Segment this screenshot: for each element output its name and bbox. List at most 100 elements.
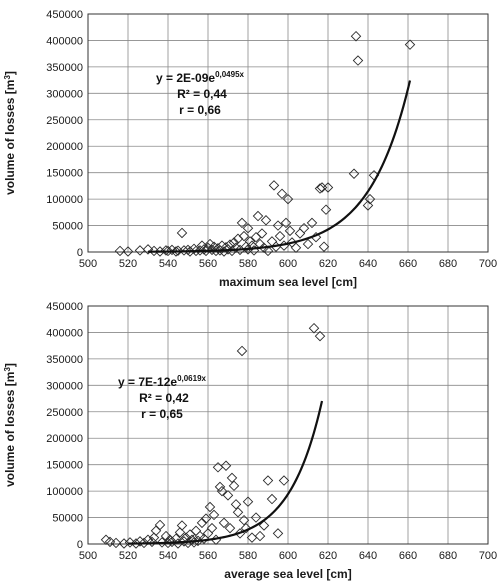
data-point	[244, 236, 256, 247]
data-point	[220, 460, 232, 471]
y-tick-label: 450000	[46, 9, 83, 21]
data-point	[238, 514, 250, 526]
data-point	[260, 215, 272, 226]
data-point	[114, 245, 126, 257]
x-tick-label: 580	[239, 258, 257, 270]
data-point	[280, 217, 292, 229]
data-point	[178, 245, 190, 256]
data-point	[254, 530, 266, 542]
data-point	[314, 183, 326, 194]
x-tick-label: 560	[199, 258, 217, 270]
data-point	[306, 217, 318, 229]
data-point	[274, 230, 286, 242]
data-point	[266, 236, 278, 247]
data-point	[240, 522, 252, 534]
data-point	[278, 475, 290, 486]
y-tick-label: 250000	[46, 115, 83, 127]
data-point	[318, 241, 330, 252]
y-tick-label: 350000	[46, 62, 83, 74]
data-point	[236, 345, 248, 357]
data-point	[204, 501, 216, 513]
y-tick-label: 200000	[46, 141, 83, 153]
trend-equation: y = 2E-09e0,0495x	[156, 70, 245, 85]
y-tick-label: 350000	[46, 354, 83, 366]
y-tick-label: 100000	[46, 486, 83, 498]
y-axis-title: volume of losses [m3]	[3, 71, 17, 195]
data-point	[190, 525, 202, 537]
correlation-label: r = 0,65	[141, 407, 183, 421]
y-tick-label: 400000	[46, 327, 83, 339]
data-point	[242, 222, 254, 234]
data-point	[130, 538, 142, 549]
x-axis-title: maximum sea level [cm]	[219, 275, 357, 289]
data-point	[238, 230, 250, 242]
chart-maximum-sea-level: 500 520 540 560 580 600 620 640 660 680 700 0 50000 1…	[3, 9, 497, 289]
data-point	[230, 499, 242, 510]
data-point	[162, 245, 174, 257]
x-tick-label: 660	[399, 550, 417, 562]
data-point	[228, 480, 240, 492]
data-point	[212, 462, 224, 473]
x-tick-label: 540	[159, 258, 177, 270]
x-tick-label: 580	[239, 550, 257, 562]
data-point	[404, 39, 416, 50]
data-point	[284, 225, 296, 237]
x-tick-label: 560	[199, 550, 217, 562]
data-point	[122, 246, 134, 257]
data-point	[262, 245, 274, 257]
data-point	[166, 536, 178, 548]
data-point	[350, 30, 362, 42]
data-point	[348, 168, 360, 179]
data-point	[176, 227, 188, 239]
x-tick-label: 600	[279, 258, 297, 270]
y-tick-label: 250000	[46, 407, 83, 419]
data-point	[176, 520, 188, 531]
data-point	[224, 522, 236, 534]
data-point	[162, 537, 174, 549]
y-tick-label: 0	[77, 539, 83, 551]
data-point	[206, 522, 218, 534]
trend-equation: y = 7E-12e0,0619x	[118, 374, 207, 389]
x-tick-label: 600	[279, 550, 297, 562]
data-point	[236, 217, 248, 229]
x-tick-label: 620	[319, 258, 337, 270]
data-point	[110, 537, 122, 549]
x-tick-label: 680	[439, 550, 457, 562]
x-tick-label: 700	[479, 258, 497, 270]
data-point	[256, 228, 268, 239]
plot-frame	[87, 305, 489, 545]
data-point	[298, 222, 310, 234]
data-point	[226, 472, 238, 484]
data-point	[364, 193, 376, 205]
y-tick-label: 150000	[46, 168, 83, 180]
data-point	[160, 245, 172, 256]
y-tick-label: 400000	[46, 35, 83, 47]
y-tick-label: 50000	[52, 221, 83, 233]
y-axis-title: volume of losses [m3]	[3, 363, 17, 487]
data-point	[170, 246, 182, 257]
x-tick-label: 500	[79, 258, 97, 270]
data-point	[232, 507, 244, 518]
x-tick-label: 700	[479, 550, 497, 562]
data-point	[322, 182, 334, 193]
y-tick-label: 0	[77, 247, 83, 259]
data-point	[200, 245, 212, 257]
data-point	[242, 496, 254, 507]
y-tick-label: 100000	[46, 194, 83, 206]
x-tick-label: 640	[359, 550, 377, 562]
data-point	[252, 210, 264, 222]
data-point	[134, 245, 146, 256]
data-point	[362, 200, 374, 211]
data-point	[200, 513, 212, 524]
trendline	[127, 400, 324, 545]
data-point	[184, 246, 196, 257]
data-point	[290, 242, 302, 254]
data-point	[272, 220, 284, 231]
data-point	[268, 180, 280, 191]
data-point	[294, 228, 306, 239]
y-tick-label: 300000	[46, 380, 83, 392]
data-point	[266, 493, 278, 505]
y-tick-label: 50000	[52, 513, 83, 525]
data-point	[302, 238, 314, 250]
data-point	[118, 538, 130, 549]
